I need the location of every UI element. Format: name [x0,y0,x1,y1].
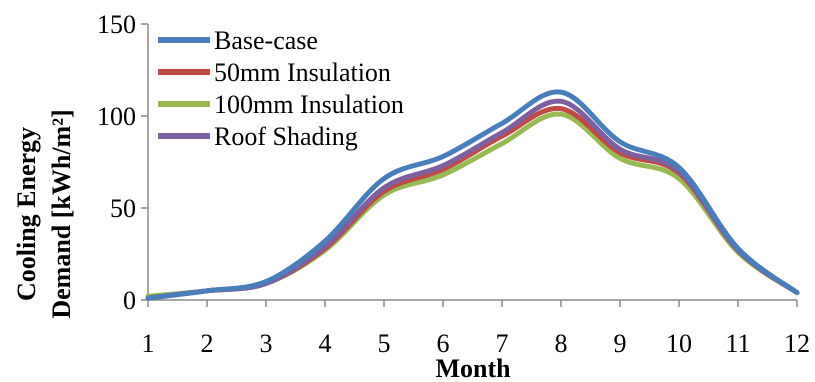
x-tick-label: 2 [201,329,214,358]
legend-label-50mm-insulation: 50mm Insulation [214,58,391,87]
legend-label-100mm-insulation: 100mm Insulation [214,90,404,119]
axes [147,24,797,301]
x-tick-label: 6 [437,329,450,358]
y-tick-label: 100 [97,102,136,131]
x-tick-label: 10 [666,329,692,358]
legend-label-base-case: Base-case [214,26,318,55]
x-tick-label: 12 [784,329,810,358]
y-ticks: 0 50 100 150 [97,10,148,315]
x-tick-label: 5 [378,329,391,358]
y-axis-title-line-1: Cooling Energy [12,127,41,301]
x-tick-label: 11 [725,329,750,358]
legend: Base-case 50mm Insulation 100mm Insulation… [158,26,404,151]
x-ticks: 1 2 3 4 5 6 7 8 9 10 11 12 [142,300,810,358]
series-line-base-case [145,89,800,301]
x-tick-label: 4 [319,329,332,358]
legend-label-roof-shading: Roof Shading [214,122,358,151]
y-axis-title-line-2: Demand [kWh/m²] [47,109,76,318]
x-tick-label: 7 [496,329,509,358]
x-tick-label: 9 [614,329,627,358]
x-tick-label: 3 [260,329,273,358]
x-tick-label: 1 [142,329,155,358]
y-tick-label: 50 [110,194,136,223]
y-tick-label: 150 [97,10,136,39]
x-axis-title: Month [435,354,511,382]
x-tick-label: 8 [555,329,568,358]
y-axis-title: Cooling Energy Demand [kWh/m²] [12,109,76,318]
series-lines [145,89,800,301]
y-tick-label: 0 [123,286,136,315]
